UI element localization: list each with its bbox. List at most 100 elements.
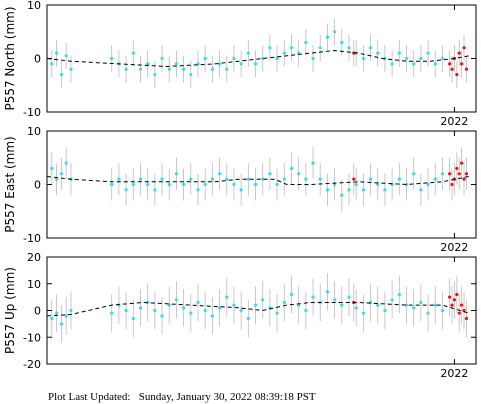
point bbox=[217, 306, 222, 310]
point bbox=[419, 300, 423, 305]
point bbox=[189, 177, 193, 181]
point bbox=[383, 188, 387, 192]
point bbox=[124, 67, 128, 71]
point bbox=[383, 308, 387, 313]
point bbox=[153, 72, 157, 77]
point bbox=[203, 56, 207, 61]
point bbox=[261, 56, 265, 61]
point bbox=[69, 67, 73, 71]
point bbox=[59, 172, 63, 176]
point bbox=[69, 308, 73, 313]
point bbox=[347, 46, 351, 50]
point bbox=[54, 311, 59, 315]
point bbox=[304, 177, 308, 181]
model-line bbox=[46, 176, 469, 186]
point bbox=[282, 300, 286, 305]
y-tick-label: -10 bbox=[23, 106, 41, 119]
point bbox=[297, 172, 301, 176]
point bbox=[289, 292, 294, 297]
point bbox=[464, 67, 469, 71]
point bbox=[460, 303, 464, 307]
point bbox=[455, 72, 459, 77]
point bbox=[332, 30, 337, 34]
point bbox=[311, 56, 315, 61]
point bbox=[361, 188, 365, 192]
point bbox=[196, 188, 200, 192]
y-tick-label: 10 bbox=[27, 0, 41, 12]
point bbox=[426, 51, 430, 55]
point bbox=[225, 67, 229, 71]
point bbox=[440, 308, 445, 313]
y-tick-label: 10 bbox=[27, 125, 41, 138]
point bbox=[361, 56, 365, 61]
point bbox=[347, 188, 351, 192]
point bbox=[232, 303, 236, 307]
point bbox=[174, 62, 179, 66]
point bbox=[450, 67, 454, 71]
point bbox=[354, 182, 358, 187]
y-axis-label: P557 East (mm) bbox=[3, 136, 17, 232]
point bbox=[110, 182, 114, 187]
y-axis-label: P557 Up (mm) bbox=[3, 267, 17, 354]
point bbox=[50, 316, 54, 321]
point bbox=[232, 182, 236, 187]
point bbox=[217, 172, 222, 176]
point bbox=[368, 46, 373, 50]
point bbox=[189, 311, 193, 315]
point bbox=[304, 308, 308, 313]
point bbox=[332, 182, 337, 187]
point bbox=[460, 62, 464, 66]
point bbox=[440, 172, 445, 176]
point bbox=[282, 51, 286, 55]
point bbox=[246, 177, 250, 181]
point bbox=[419, 188, 423, 192]
x-tick-label: 2022 bbox=[440, 115, 468, 128]
point bbox=[347, 295, 351, 299]
point bbox=[239, 308, 243, 313]
point bbox=[318, 177, 322, 181]
point bbox=[160, 314, 164, 318]
point bbox=[275, 182, 279, 187]
point bbox=[433, 303, 437, 307]
y-tick-label: 20 bbox=[27, 251, 41, 264]
y-axis-label: P557 North (mm) bbox=[3, 6, 17, 110]
point bbox=[311, 161, 315, 165]
point bbox=[153, 308, 157, 313]
point bbox=[131, 182, 135, 187]
point bbox=[261, 298, 265, 302]
model-line bbox=[46, 49, 469, 68]
footer: Plot Last Updated: Sunday, January 30, 2… bbox=[48, 391, 316, 403]
point bbox=[124, 308, 128, 313]
point bbox=[117, 177, 121, 181]
point bbox=[457, 311, 461, 315]
point bbox=[455, 292, 459, 297]
point bbox=[138, 177, 143, 181]
point bbox=[131, 316, 135, 321]
point bbox=[203, 308, 207, 313]
point bbox=[153, 188, 157, 192]
point bbox=[210, 314, 214, 318]
point bbox=[54, 51, 59, 55]
point bbox=[440, 56, 445, 61]
point bbox=[368, 177, 373, 181]
point bbox=[433, 177, 437, 181]
point bbox=[64, 161, 68, 165]
point bbox=[64, 314, 68, 318]
point bbox=[397, 292, 401, 297]
point bbox=[325, 188, 330, 192]
point bbox=[340, 303, 344, 307]
y-tick-label: -10 bbox=[23, 232, 41, 245]
point bbox=[239, 62, 243, 66]
point bbox=[457, 172, 461, 176]
point bbox=[390, 62, 394, 66]
point bbox=[138, 306, 143, 310]
point bbox=[304, 40, 308, 45]
point bbox=[397, 177, 401, 181]
point bbox=[253, 182, 258, 187]
point bbox=[217, 62, 222, 66]
point bbox=[289, 166, 294, 171]
point bbox=[433, 62, 437, 66]
point bbox=[450, 303, 454, 307]
point bbox=[54, 177, 59, 181]
point bbox=[340, 40, 344, 45]
